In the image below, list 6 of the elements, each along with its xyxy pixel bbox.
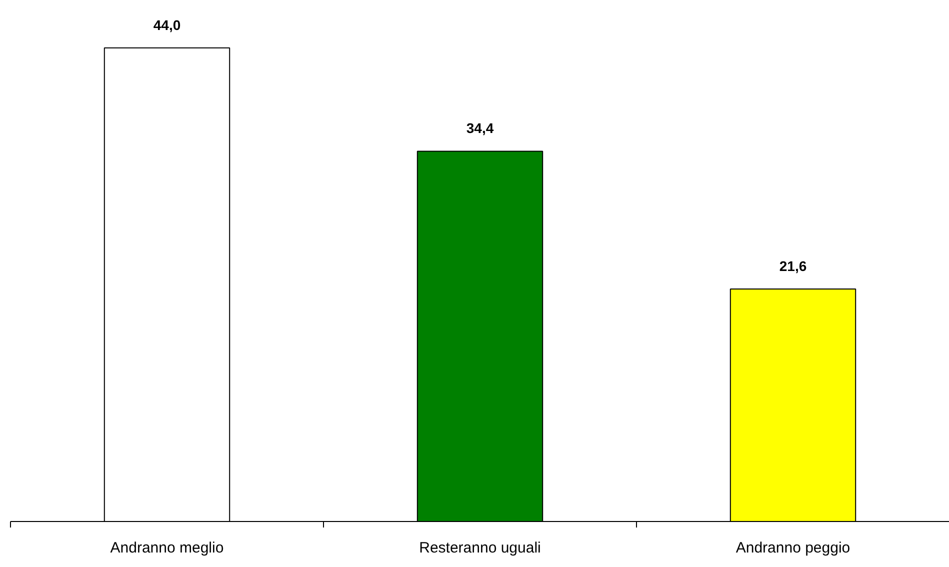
data-label: 44,0 xyxy=(153,16,181,33)
x-tick-label: Andranno meglio xyxy=(110,540,224,556)
x-tick-label: Andranno peggio xyxy=(736,540,850,556)
data-label: 34,4 xyxy=(466,120,494,136)
data-label: 21,6 xyxy=(779,258,807,274)
x-tick-label: Resteranno uguali xyxy=(419,540,541,556)
